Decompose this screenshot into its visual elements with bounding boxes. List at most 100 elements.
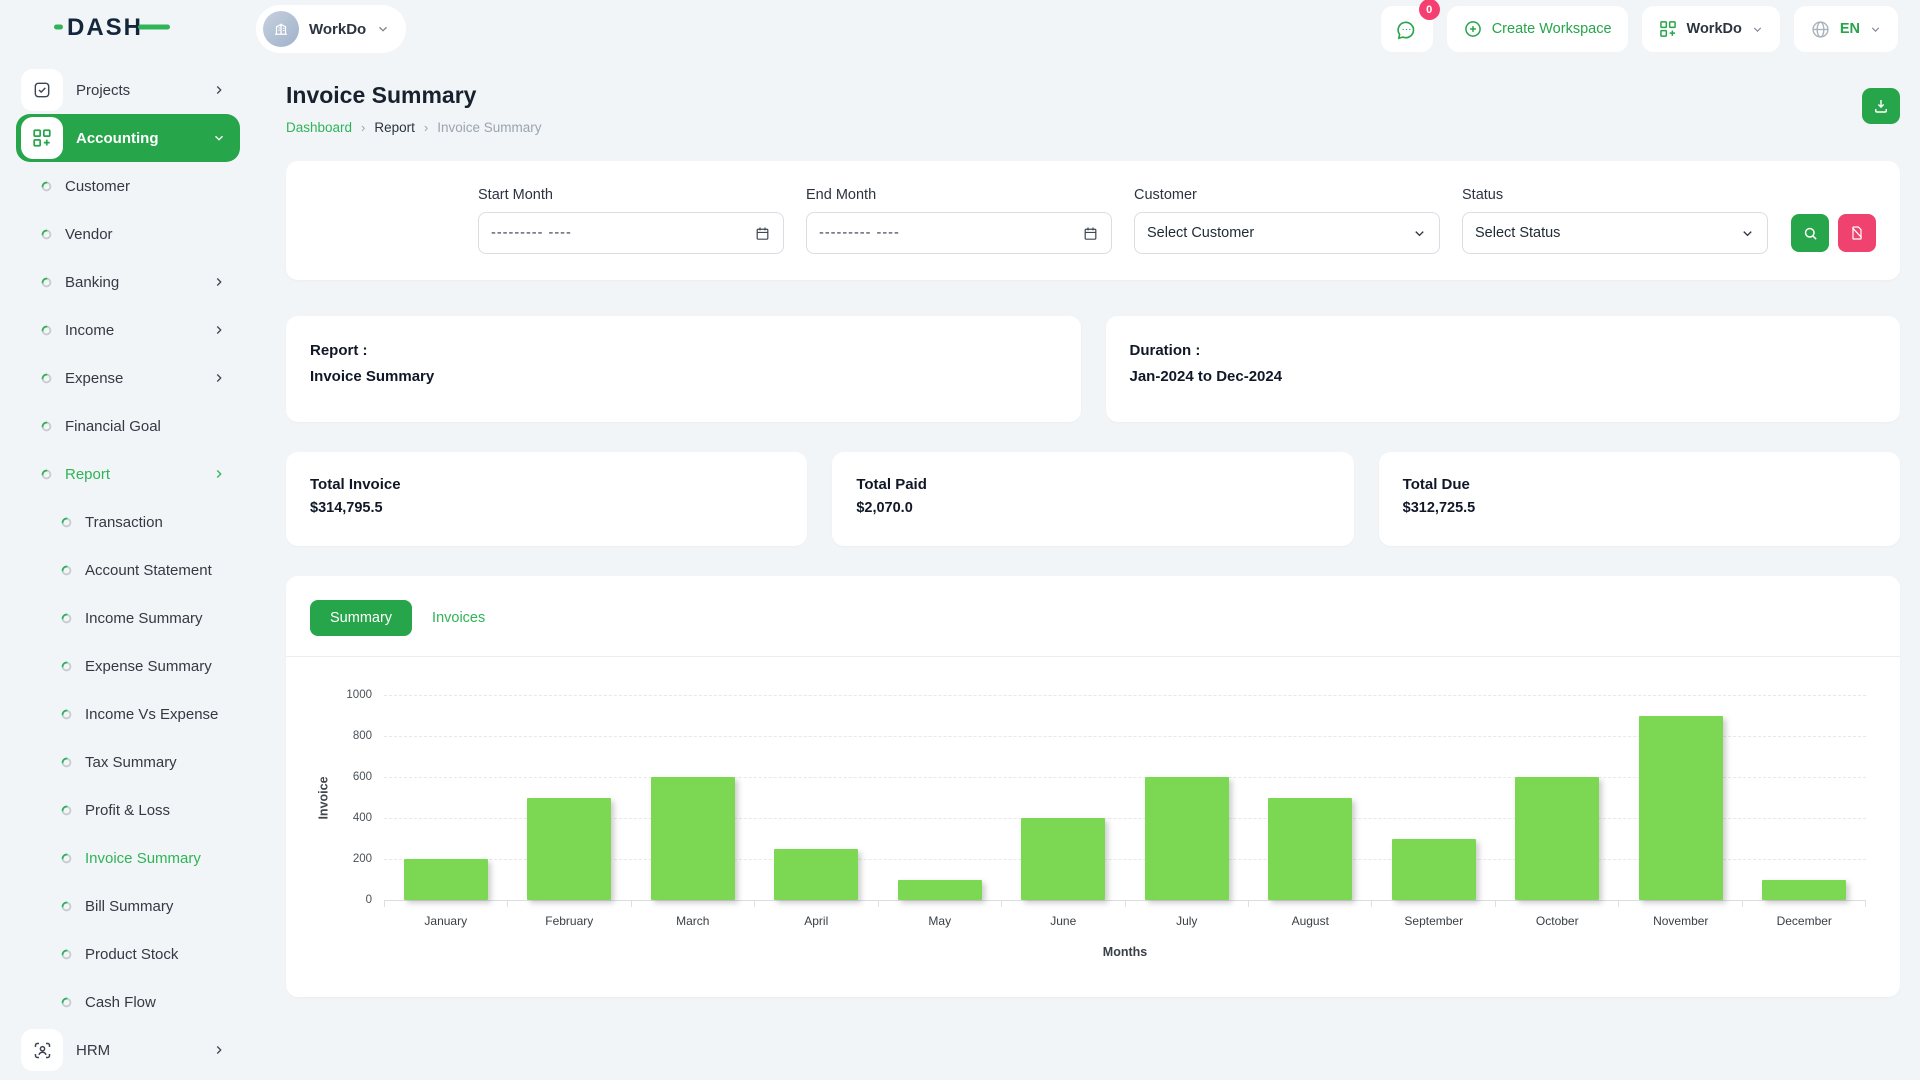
sidebar-item-product-stock[interactable]: Product Stock <box>16 930 240 978</box>
bullet-donut-icon <box>41 229 52 240</box>
apply-filter-button[interactable] <box>1791 214 1829 252</box>
sidebar-item-label: Transaction <box>85 513 163 531</box>
total-card-value: $314,795.5 <box>310 500 383 516</box>
y-tick-label: 0 <box>365 894 372 906</box>
logo-text: DASH <box>67 14 143 41</box>
bullet-donut-icon <box>61 517 72 528</box>
bullet-donut-icon <box>61 805 72 816</box>
x-label-june: June <box>1050 914 1077 928</box>
tab-invoices[interactable]: Invoices <box>432 610 486 626</box>
sidebar-item-transaction[interactable]: Transaction <box>16 498 240 546</box>
bullet-donut-icon <box>41 181 52 192</box>
sidebar-item-profit-loss[interactable]: Profit & Loss <box>16 786 240 834</box>
bar-july <box>1144 777 1229 900</box>
sidebar-item-report[interactable]: Report <box>16 450 240 498</box>
sidebar-item-expense[interactable]: Expense <box>16 354 240 402</box>
breadcrumb-dashboard[interactable]: Dashboard <box>286 120 353 135</box>
chevron-down-icon <box>1743 230 1752 236</box>
workspace-menu-label: WorkDo <box>1686 21 1742 37</box>
bullet-donut-icon <box>41 277 52 288</box>
sidebar-item-invoice-summary[interactable]: Invoice Summary <box>16 834 240 882</box>
sidebar-item-label: Financial Goal <box>65 417 161 435</box>
tab-summary[interactable]: Summary <box>310 600 413 636</box>
download-report-button[interactable] <box>1862 88 1900 124</box>
sidebar-item-label: Invoice Summary <box>85 849 201 867</box>
sidebar-item-projects[interactable]: Projects <box>16 66 240 114</box>
sidebar-item-banking[interactable]: Banking <box>16 258 240 306</box>
sidebar-item-tax-summary[interactable]: Tax Summary <box>16 738 240 786</box>
sidebar-item-expense-summary[interactable]: Expense Summary <box>16 642 240 690</box>
workspace-switcher[interactable]: WorkDo <box>256 5 407 53</box>
report-card: Report : Invoice Summary <box>286 316 1081 422</box>
bar-january <box>403 859 488 900</box>
bullet-donut-icon <box>61 757 72 768</box>
sidebar-item-income-vs-expense[interactable]: Income Vs Expense <box>16 690 240 738</box>
sidebar-item-account-statement[interactable]: Account Statement <box>16 546 240 594</box>
bullet-donut-icon <box>61 901 72 912</box>
customer-select[interactable]: Select Customer <box>1134 212 1440 254</box>
x-tick <box>1249 901 1373 907</box>
sidebar-item-financial-goal[interactable]: Financial Goal <box>16 402 240 450</box>
bar-october <box>1515 777 1600 900</box>
y-tick-label: 1000 <box>346 689 372 701</box>
create-workspace-button[interactable]: Create Workspace <box>1446 6 1628 52</box>
bullet-donut-icon <box>41 469 52 480</box>
sidebar-item-label: Bill Summary <box>85 897 174 915</box>
report-card-label: Report : <box>310 342 368 359</box>
calendar-icon <box>1084 226 1097 240</box>
language-code: EN <box>1839 21 1860 37</box>
bar-slot-september <box>1372 695 1496 900</box>
sidebar-item-income[interactable]: Income <box>16 306 240 354</box>
x-label-september: September <box>1404 914 1464 928</box>
x-label-august: August <box>1291 914 1329 928</box>
app-logo[interactable]: DASH <box>0 12 256 47</box>
sidebar-item-label: Income Summary <box>85 609 203 627</box>
filter-panel: Start Month --------- ---- End Month ---… <box>286 161 1900 280</box>
clear-filter-icon <box>1851 226 1863 240</box>
breadcrumb-separator: › <box>423 120 429 135</box>
reset-filter-button[interactable] <box>1838 214 1876 252</box>
end-month-input[interactable]: --------- ---- <box>806 212 1112 254</box>
total-card-value: $2,070.0 <box>856 500 913 516</box>
bullet-donut-icon <box>41 373 52 384</box>
sidebar-item-accounting[interactable]: Accounting <box>16 114 240 162</box>
x-tick <box>1743 901 1867 907</box>
end-month-placeholder: --------- ---- <box>819 225 900 241</box>
sidebar-item-vendor[interactable]: Vendor <box>16 210 240 258</box>
start-month-input[interactable]: --------- ---- <box>478 212 784 254</box>
sidebar-item-hrm[interactable]: HRM <box>16 1026 240 1074</box>
messages-button[interactable]: 0 <box>1380 0 1440 52</box>
sidebar-item-label: Projects <box>76 81 131 99</box>
totals-row: Total Invoice $314,795.5 Total Paid $2,070.… <box>286 452 1900 546</box>
language-selector[interactable]: EN <box>1793 6 1898 52</box>
sidebar-item-income-summary[interactable]: Income Summary <box>16 594 240 642</box>
sidebar-item-label: HRM <box>76 1041 111 1059</box>
status-select[interactable]: Select Status <box>1462 212 1768 254</box>
bar-december <box>1762 879 1847 900</box>
end-month-label: End Month <box>806 187 877 203</box>
sidebar-item-bill-summary[interactable]: Bill Summary <box>16 882 240 930</box>
grid-plus-icon <box>1659 21 1676 37</box>
breadcrumb-report[interactable]: Report <box>374 120 415 135</box>
x-label-february: February <box>545 914 594 928</box>
summary-chart-card: Summary Invoices Invoice 0 200 400 600 800 100… <box>286 576 1900 997</box>
bullet-donut-icon <box>61 661 72 672</box>
workspace-menu-button[interactable]: WorkDo <box>1641 6 1780 52</box>
sidebar-item-label: Expense Summary <box>85 657 212 675</box>
sidebar-item-label: Income <box>65 321 115 339</box>
create-workspace-label: Create Workspace <box>1491 21 1612 37</box>
hrm-icon <box>21 1029 63 1071</box>
x-tick <box>1372 901 1496 907</box>
modules-icon <box>21 117 63 159</box>
sidebar-item-label: Tax Summary <box>85 753 177 771</box>
bar-april <box>774 848 859 900</box>
download-icon <box>1875 100 1887 113</box>
bar-june <box>1021 818 1106 900</box>
sidebar-item-label: Report <box>65 465 111 483</box>
breadcrumb: Dashboard › Report › Invoice Summary <box>286 120 542 135</box>
sidebar-item-customer[interactable]: Customer <box>16 162 240 210</box>
bar-slot-october <box>1496 695 1620 900</box>
sidebar-item-cash-flow[interactable]: Cash Flow <box>16 978 240 1026</box>
duration-card-label: Duration : <box>1129 342 1201 359</box>
bar-slot-january <box>384 695 508 900</box>
